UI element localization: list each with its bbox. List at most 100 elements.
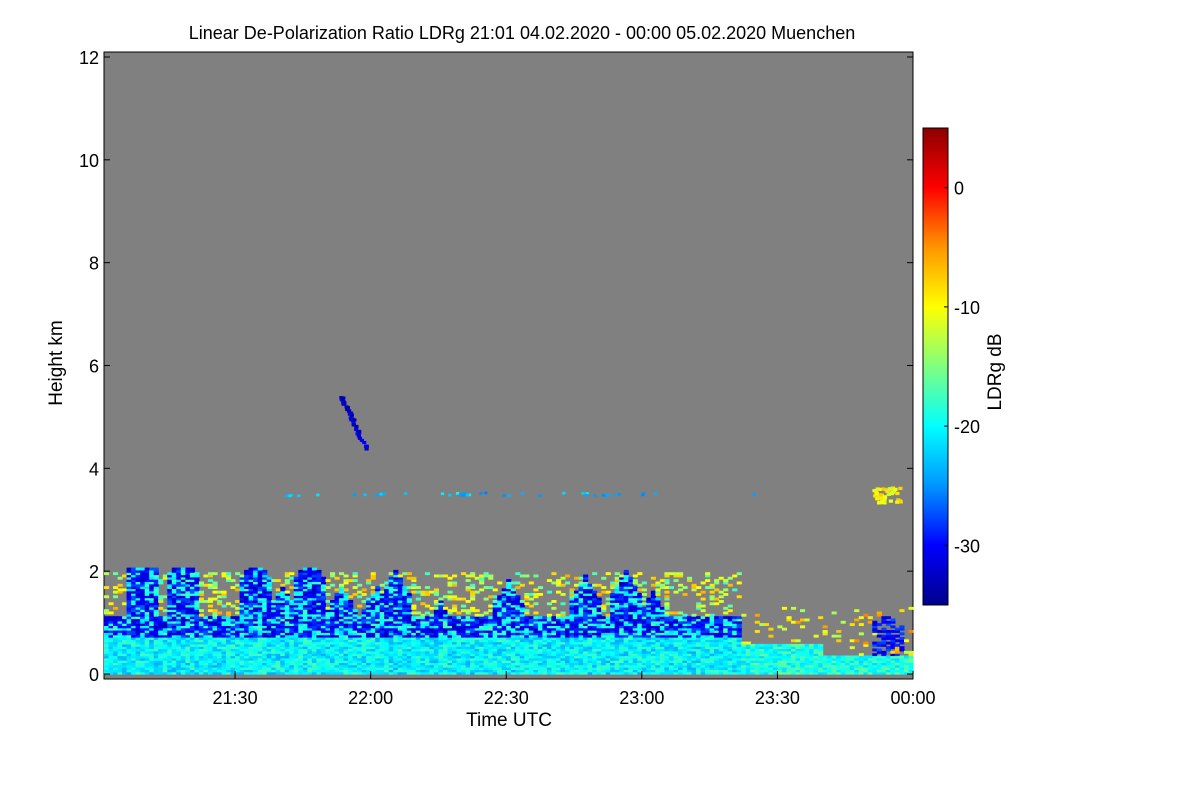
heatmap-cell [533,627,539,631]
heatmap-cell [370,611,376,615]
heatmap-cell [203,664,209,668]
heatmap-cell [316,583,322,587]
heatmap-cell [528,667,534,670]
heatmap-cell [510,632,516,636]
heatmap-cell [189,600,195,603]
heatmap-cell [126,655,132,659]
heatmap-cell [424,648,430,652]
heatmap-cell [668,641,674,645]
heatmap-cell [705,637,711,640]
heatmap-cell [506,646,512,650]
heatmap-cell [614,667,620,670]
heatmap-cell [691,671,697,675]
heatmap-cell [497,604,503,608]
heatmap-cell [592,590,598,594]
heatmap-cell [619,641,625,645]
heatmap-cell [217,627,223,631]
heatmap-cell [610,637,616,640]
heatmap-cell [352,669,358,673]
heatmap-cell [393,639,399,643]
heatmap-cell [610,600,616,603]
heatmap-cell [519,600,525,603]
heatmap-cell [140,595,146,599]
heatmap-cell [366,641,372,645]
heatmap-cell [244,662,250,666]
heatmap-cell [637,632,643,636]
heatmap-cell [140,653,146,657]
heatmap-cell [339,641,345,645]
heatmap-cell [311,590,317,594]
heatmap-cell [623,576,629,580]
heatmap-cell [619,574,625,578]
heatmap-cell [456,671,462,675]
heatmap-cell [135,606,141,610]
heatmap-cell [140,581,146,585]
heatmap-cell [723,664,729,668]
heatmap-cell [470,609,476,613]
heatmap-cell [126,620,132,624]
heatmap-cell [117,623,123,626]
heatmap-cell [641,623,647,626]
heatmap-cell [311,639,317,643]
heatmap-cell [262,606,268,610]
heatmap-cell [280,643,286,647]
heatmap-cell [619,643,625,647]
heatmap-cell [533,593,539,596]
heatmap-cell [438,627,444,631]
heatmap-cell [140,664,146,668]
heatmap-cell [361,630,367,633]
heatmap-cell [718,639,724,643]
heatmap-cell [429,664,435,668]
heatmap-cell [343,671,349,675]
heatmap-cell [443,660,449,663]
heatmap-cell [723,630,729,633]
heatmap-cell [506,609,512,613]
heatmap-cell [293,625,299,629]
heatmap-cell [488,604,494,608]
heatmap-cell [135,667,141,670]
heatmap-cell [492,655,498,659]
heatmap-cell [723,671,729,675]
heatmap-cell [189,581,195,585]
heatmap-cell [144,569,150,573]
heatmap-cell [198,590,204,594]
heatmap-cell [207,667,213,670]
heatmap-cell [488,620,494,624]
heatmap-cell [212,632,218,636]
heatmap-cell [605,623,611,626]
heatmap-cell [158,630,164,633]
heatmap-cell [180,625,186,629]
heatmap-cell [659,613,665,617]
heatmap-cell [293,606,299,610]
heatmap-cell [189,632,195,636]
heatmap-cell [176,625,182,629]
heatmap-cell [302,600,308,603]
heatmap-cell [388,590,394,594]
heatmap-cell [171,646,177,650]
heatmap-cell [393,600,399,603]
heatmap-cell [565,660,571,663]
heatmap-cell [384,606,390,610]
heatmap-cell [135,609,141,613]
heatmap-cell [275,623,281,626]
heatmap-cell [641,669,647,673]
heatmap-cell [189,593,195,596]
heatmap-cell [592,620,598,624]
heatmap-cell [108,602,114,606]
heatmap-cell [506,625,512,629]
heatmap-cell [420,660,426,663]
heatmap-cell [185,572,191,576]
heatmap-cell [271,634,277,638]
heatmap-cell [384,667,390,670]
heatmap-cell [610,593,616,596]
heatmap-cell [406,611,412,615]
heatmap-cell [126,646,132,650]
heatmap-cell [411,664,417,668]
heatmap-cell [171,590,177,594]
heatmap-cell [637,637,643,640]
heatmap-cell [623,662,629,666]
heatmap-cell [393,667,399,670]
heatmap-cell [248,634,254,638]
heatmap-cell [104,655,110,659]
heatmap-cell [189,569,195,573]
